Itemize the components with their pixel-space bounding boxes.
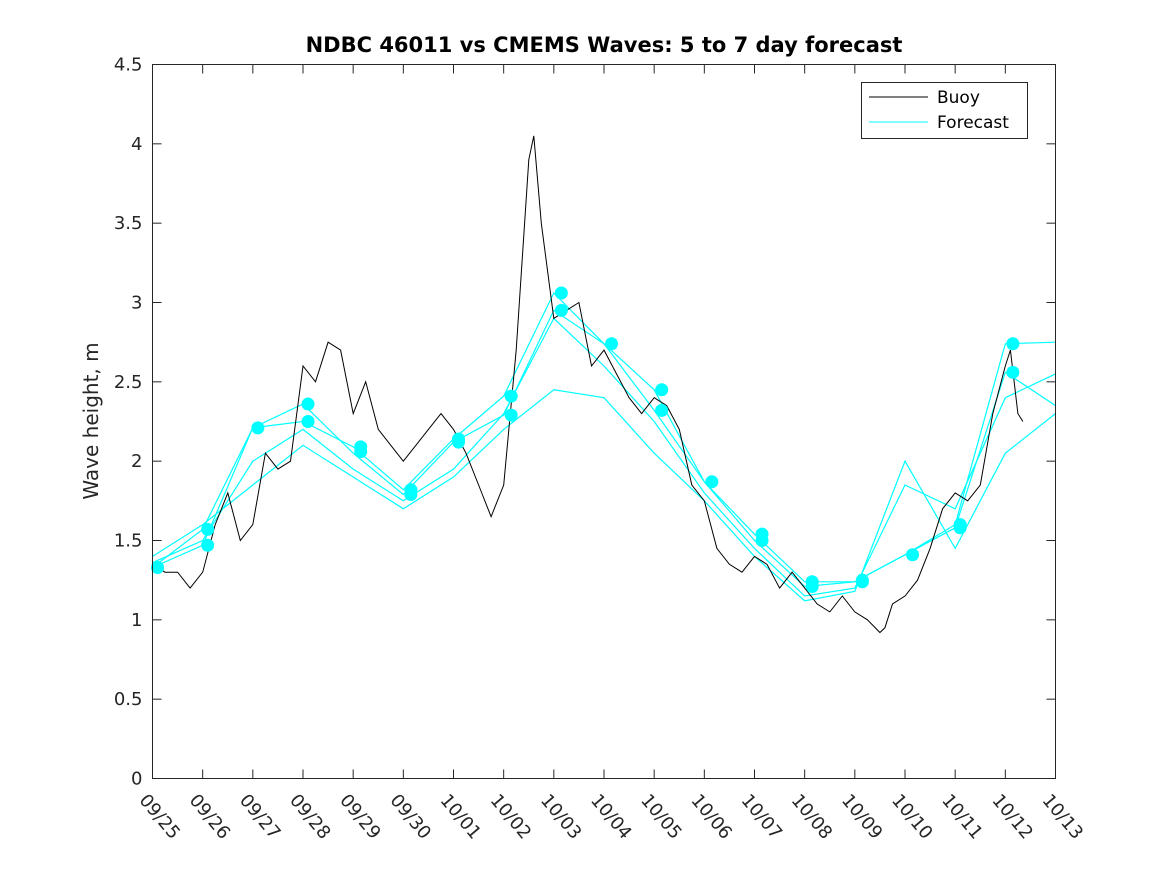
y-tick-label: 4 bbox=[131, 134, 142, 155]
forecast-marker bbox=[201, 522, 215, 536]
forecast-marker bbox=[855, 573, 869, 587]
buoy-series-line bbox=[152, 135, 1024, 634]
forecast-marker bbox=[805, 580, 819, 594]
legend-box bbox=[861, 82, 1028, 139]
y-tick-label: 4.5 bbox=[114, 55, 143, 76]
y-tick-label: 1.5 bbox=[114, 531, 143, 552]
forecast-marker bbox=[554, 286, 568, 300]
y-tick-label: 0.5 bbox=[114, 689, 143, 710]
forecast-series-line bbox=[152, 317, 1056, 597]
forecast-marker bbox=[201, 538, 215, 552]
y-axis-label: Wave height, m bbox=[79, 342, 103, 499]
axes-box bbox=[152, 64, 1056, 779]
forecast-marker bbox=[251, 421, 265, 435]
forecast-marker bbox=[301, 397, 315, 411]
forecast-marker bbox=[605, 337, 619, 351]
forecast-marker bbox=[504, 408, 518, 422]
forecast-marker bbox=[655, 403, 669, 417]
forecast-marker bbox=[953, 521, 967, 535]
legend: Buoy Forecast bbox=[861, 82, 1028, 139]
forecast-series-line bbox=[152, 389, 1056, 602]
y-tick-label: 2.5 bbox=[114, 372, 143, 393]
forecast-marker bbox=[906, 548, 920, 562]
forecast-marker bbox=[301, 415, 315, 428]
forecast-marker bbox=[755, 534, 769, 547]
y-tick-label: 1 bbox=[131, 610, 142, 631]
buoy-line bbox=[152, 135, 1024, 634]
forecast-marker bbox=[452, 435, 466, 449]
y-tick-label: 0 bbox=[131, 769, 142, 790]
forecast-marker bbox=[1006, 337, 1020, 351]
forecast-marker bbox=[1006, 365, 1020, 379]
y-tick-label: 3 bbox=[131, 293, 142, 314]
forecast-markers bbox=[151, 286, 1020, 594]
y-tick-label: 3.5 bbox=[114, 213, 143, 234]
y-tick-labels: 0 0.5 1 1.5 2 2.5 3 3.5 4 4.5 bbox=[114, 55, 143, 790]
legend-buoy-label: Buoy bbox=[937, 88, 980, 108]
forecast-marker bbox=[151, 560, 165, 574]
chart-title: NDBC 46011 vs CMEMS Waves: 5 to 7 day fo… bbox=[306, 33, 903, 57]
forecast-marker bbox=[655, 383, 669, 397]
forecast-marker bbox=[554, 303, 568, 317]
forecast-marker bbox=[504, 389, 518, 403]
y-tick-label: 2 bbox=[131, 451, 142, 472]
forecast-marker bbox=[404, 487, 418, 501]
forecast-marker bbox=[354, 445, 368, 459]
legend-forecast-label: Forecast bbox=[937, 113, 1009, 133]
forecast-marker bbox=[705, 475, 719, 489]
